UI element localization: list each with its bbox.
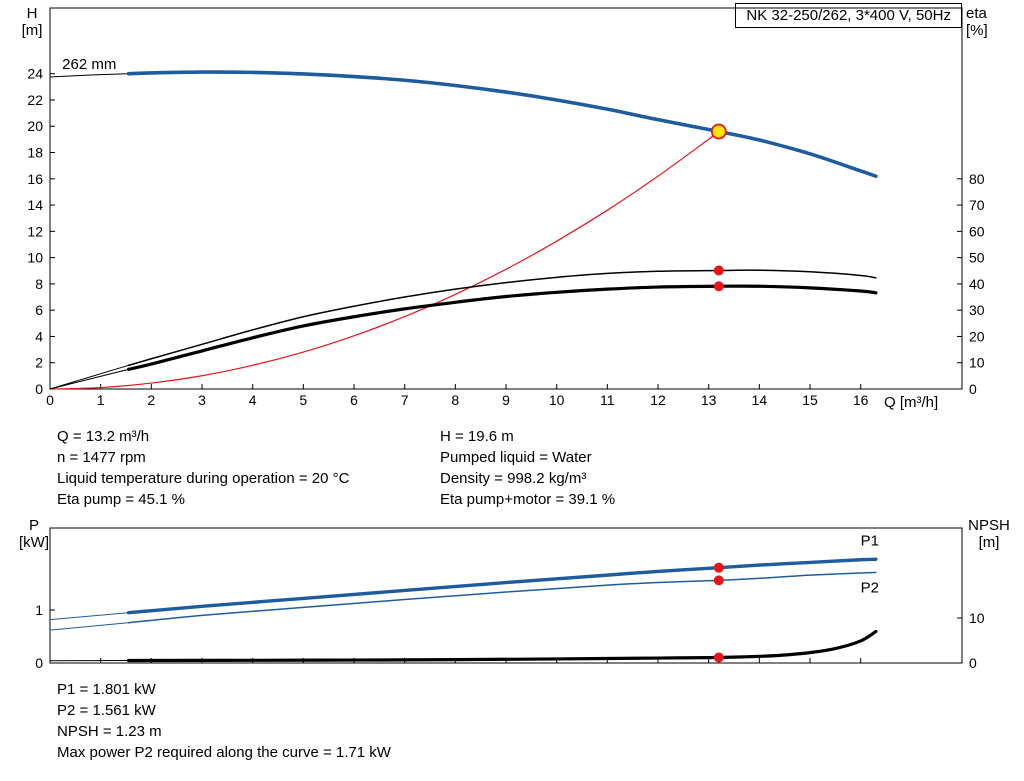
- y-left-tick-label: 8: [35, 276, 43, 292]
- x-tick-label: 5: [299, 392, 307, 408]
- x-tick-label: 13: [701, 392, 717, 408]
- info-liquid-temperature: Liquid temperature during operation = 20…: [57, 470, 350, 487]
- p2-label: P2: [861, 580, 879, 597]
- head-curve-262mm: [126, 70, 878, 178]
- info-speed: n = 1477 rpm: [57, 449, 146, 466]
- y-right-tick-label: 0: [969, 381, 977, 397]
- info-max-p2: Max power P2 required along the curve = …: [57, 744, 391, 761]
- eta-pump-curve: [127, 269, 877, 367]
- y-right-tick-label: 40: [969, 276, 985, 292]
- x-tick-label: 10: [549, 392, 565, 408]
- y-left-tick-label: 4: [35, 328, 43, 344]
- h-axis-unit: [m]: [21, 22, 43, 39]
- y-right-tick-label: 60: [969, 223, 985, 239]
- x-tick-label: 12: [650, 392, 666, 408]
- x-tick-label: 6: [350, 392, 358, 408]
- h-axis-title: H [m]: [11, 5, 53, 39]
- y-left-tick-label: 1: [35, 602, 43, 618]
- x-tick-label: 0: [46, 392, 54, 408]
- y-right-tick-label: 80: [969, 171, 985, 187]
- impeller-diameter-label: 262 mm: [62, 56, 116, 73]
- x-tick-label: 9: [502, 392, 510, 408]
- power-info: P1 = 1.801 kW P2 = 1.561 kW NPSH = 1.23 …: [57, 679, 391, 763]
- y-left-tick-label: 20: [27, 118, 43, 134]
- operating-info-right: H = 19.6 m Pumped liquid = Water Density…: [440, 426, 615, 510]
- x-tick-label: 14: [752, 392, 768, 408]
- p2-curve: [127, 571, 877, 624]
- eta-pump-lead: [49, 364, 130, 390]
- npsh-curve: [126, 629, 878, 663]
- eta-axis-label: eta: [966, 5, 987, 22]
- p1-point: [713, 562, 724, 573]
- hq-chart: 0 1 2 3 4 5 6 7 8 9 10 11 12 13 14 15 160246810121416182…: [27, 7, 985, 408]
- eta-axis-unit: [%]: [966, 22, 988, 39]
- eta-axis-title: eta [%]: [966, 5, 988, 39]
- x-tick-label: 7: [401, 392, 409, 408]
- eta-pump-motor-curve: [126, 284, 878, 371]
- pump-model-box: NK 32-250/262, 3*400 V, 50Hz: [735, 3, 962, 28]
- info-flow: Q = 13.2 m³/h: [57, 428, 150, 445]
- y-left-tick-label: 24: [27, 66, 43, 82]
- y-left-tick-label: 10: [27, 250, 43, 266]
- q-axis-title: Q [m³/h]: [884, 394, 939, 411]
- y-left-tick-label: 0: [35, 655, 43, 671]
- npsh-axis-unit: [m]: [978, 534, 1000, 551]
- y-left-tick-label: 12: [27, 223, 43, 239]
- x-tick-label: 2: [147, 392, 155, 408]
- npsh-point: [713, 652, 724, 663]
- y-left-tick-label: 0: [35, 381, 43, 397]
- info-eta-pump: Eta pump = 45.1 %: [57, 491, 185, 508]
- eta-pump-motor-lead: [49, 368, 130, 390]
- y-left-tick-label: 16: [27, 171, 43, 187]
- x-tick-label: 3: [198, 392, 206, 408]
- info-eta-pump-motor: Eta pump+motor = 39.1 %: [440, 491, 616, 508]
- h-axis-label: H: [26, 5, 38, 22]
- info-density: Density = 998.2 kg/m³: [440, 470, 587, 487]
- p1-curve: [126, 557, 878, 615]
- x-tick-label: 15: [802, 392, 818, 408]
- npsh-axis-title: NPSH [m]: [962, 517, 1016, 551]
- p2-point: [713, 575, 724, 586]
- y-right-tick-label: 70: [969, 197, 985, 213]
- info-p1: P1 = 1.801 kW: [57, 681, 156, 698]
- y-right-tick-label: 20: [969, 328, 985, 344]
- head-curve-lead: [49, 73, 130, 78]
- eta-pump-point: [713, 265, 724, 276]
- y-left-tick-label: 22: [27, 92, 43, 108]
- y-right-tick-label: 0: [969, 655, 977, 671]
- y-left-tick-label: 18: [27, 145, 43, 161]
- eta-pump-motor-point: [713, 281, 724, 292]
- info-pumped-liquid: Pumped liquid = Water: [440, 449, 592, 466]
- p1-curve-lead: [49, 612, 130, 621]
- y-right-tick-label: 30: [969, 302, 985, 318]
- p1-label: P1: [861, 532, 879, 549]
- system-curve: [49, 130, 720, 390]
- duty-point: [710, 123, 727, 140]
- y-right-tick-label: 10: [969, 355, 985, 371]
- x-tick-label: 16: [853, 392, 869, 408]
- y-right-tick-label: 50: [969, 250, 985, 266]
- hq-chart-border: [49, 7, 963, 390]
- npsh-axis-label: NPSH: [968, 517, 1010, 534]
- y-left-tick-label: 14: [27, 197, 43, 213]
- p-axis-label: P: [28, 517, 39, 534]
- x-tick-label: 8: [451, 392, 459, 408]
- x-tick-label: 1: [97, 392, 105, 408]
- y-left-tick-label: 6: [35, 302, 43, 318]
- operating-info-left: Q = 13.2 m³/h n = 1477 rpm Liquid temper…: [57, 426, 349, 510]
- y-left-tick-label: 2: [35, 355, 43, 371]
- p2-curve-lead: [49, 622, 130, 631]
- power-npsh-chart-border: [49, 527, 963, 664]
- info-head: H = 19.6 m: [440, 428, 514, 445]
- info-p2: P2 = 1.561 kW: [57, 702, 156, 719]
- info-npsh: NPSH = 1.23 m: [57, 723, 162, 740]
- p-axis-title: P [kW]: [13, 517, 55, 551]
- p-axis-unit: [kW]: [19, 534, 49, 551]
- y-right-tick-label: 10: [969, 610, 985, 626]
- x-tick-label: 4: [249, 392, 257, 408]
- x-tick-label: 11: [600, 392, 615, 408]
